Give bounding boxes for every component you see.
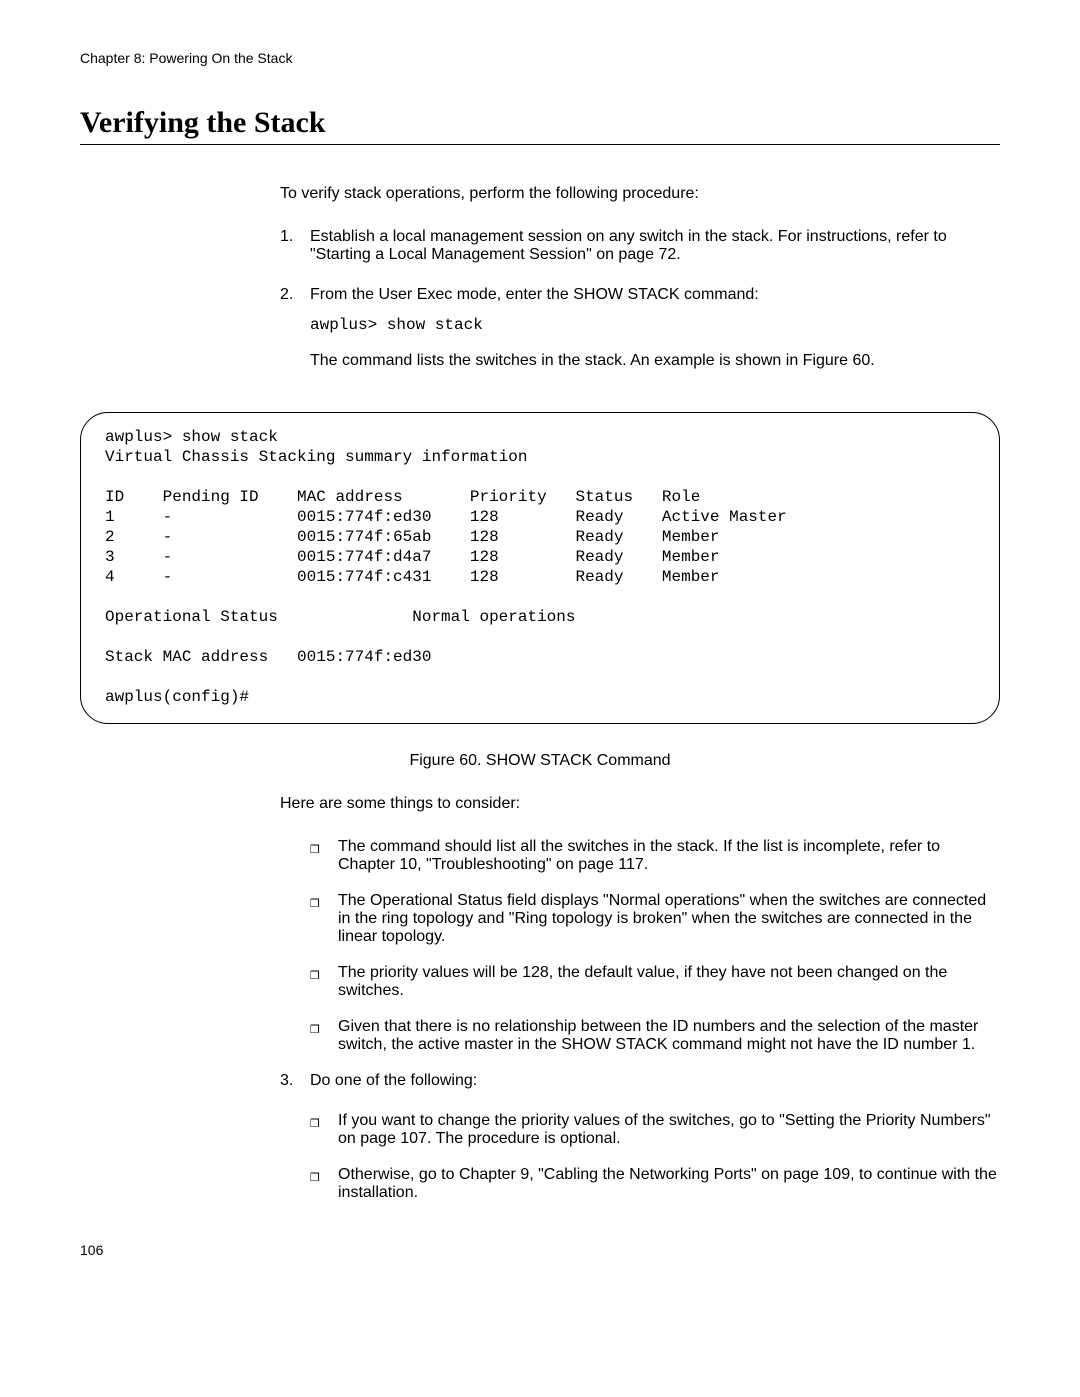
consider-list: ❐ The command should list all the switch… [280,838,1000,1054]
step-number: 2. [280,286,310,390]
bullet-icon: ❐ [310,892,338,946]
bullet-text: The priority values will be 128, the def… [338,964,1000,1000]
chapter-header: Chapter 8: Powering On the Stack [80,50,1000,66]
content-block-2: Here are some things to consider: ❐ The … [280,795,1000,1202]
terminal-line: 3 - 0015:774f:d4a7 128 Ready Member [105,548,720,566]
bullet-text: The command should list all the switches… [338,838,1000,874]
list-item: ❐ The Operational Status field displays … [310,892,1000,946]
step-content: Do one of the following: [310,1072,1000,1090]
terminal-line: Virtual Chassis Stacking summary informa… [105,448,527,466]
action-list: ❐ If you want to change the priority val… [280,1112,1000,1202]
page-number: 106 [80,1242,1000,1258]
terminal-line: 4 - 0015:774f:c431 128 Ready Member [105,568,720,586]
step-3: 3. Do one of the following: [280,1072,1000,1090]
procedure-list: 1. Establish a local management session … [280,228,1000,390]
title-rule [80,144,1000,145]
step-content: From the User Exec mode, enter the SHOW … [310,286,1000,390]
list-item: ❐ The command should list all the switch… [310,838,1000,874]
step-number: 3. [280,1072,310,1090]
terminal-line: awplus(config)# [105,688,249,706]
terminal-line: ID Pending ID MAC address Priority Statu… [105,488,700,506]
terminal-line: awplus> show stack [105,428,278,446]
consider-intro: Here are some things to consider: [280,795,1000,813]
bullet-icon: ❐ [310,1166,338,1202]
terminal-output: awplus> show stack Virtual Chassis Stack… [80,412,1000,724]
bullet-text: If you want to change the priority value… [338,1112,1000,1148]
page-container: Chapter 8: Powering On the Stack Verifyi… [0,0,1080,1308]
figure-caption: Figure 60. SHOW STACK Command [80,752,1000,770]
bullet-text: The Operational Status field displays "N… [338,892,1000,946]
command-text: awplus> show stack [310,316,1000,334]
list-item: ❐ Otherwise, go to Chapter 9, "Cabling t… [310,1166,1000,1202]
step-1: 1. Establish a local management session … [280,228,1000,264]
procedure-list-3: 3. Do one of the following: [280,1072,1000,1090]
bullet-icon: ❐ [310,964,338,1000]
step-content: Establish a local management session on … [310,228,1000,264]
step-text: From the User Exec mode, enter the SHOW … [310,286,1000,304]
step-2: 2. From the User Exec mode, enter the SH… [280,286,1000,390]
bullet-icon: ❐ [310,1018,338,1054]
terminal-line: Operational Status Normal operations [105,608,575,626]
content-block: To verify stack operations, perform the … [280,185,1000,390]
list-item: ❐ The priority values will be 128, the d… [310,964,1000,1000]
step-followup: The command lists the switches in the st… [310,352,1000,370]
list-item: ❐ If you want to change the priority val… [310,1112,1000,1148]
bullet-text: Given that there is no relationship betw… [338,1018,1000,1054]
terminal-line: 2 - 0015:774f:65ab 128 Ready Member [105,528,720,546]
terminal-line: Stack MAC address 0015:774f:ed30 [105,648,431,666]
bullet-icon: ❐ [310,838,338,874]
step-number: 1. [280,228,310,264]
intro-text: To verify stack operations, perform the … [280,185,1000,203]
bullet-text: Otherwise, go to Chapter 9, "Cabling the… [338,1166,1000,1202]
list-item: ❐ Given that there is no relationship be… [310,1018,1000,1054]
page-title: Verifying the Stack [80,106,1000,140]
bullet-icon: ❐ [310,1112,338,1148]
terminal-line: 1 - 0015:774f:ed30 128 Ready Active Mast… [105,508,787,526]
